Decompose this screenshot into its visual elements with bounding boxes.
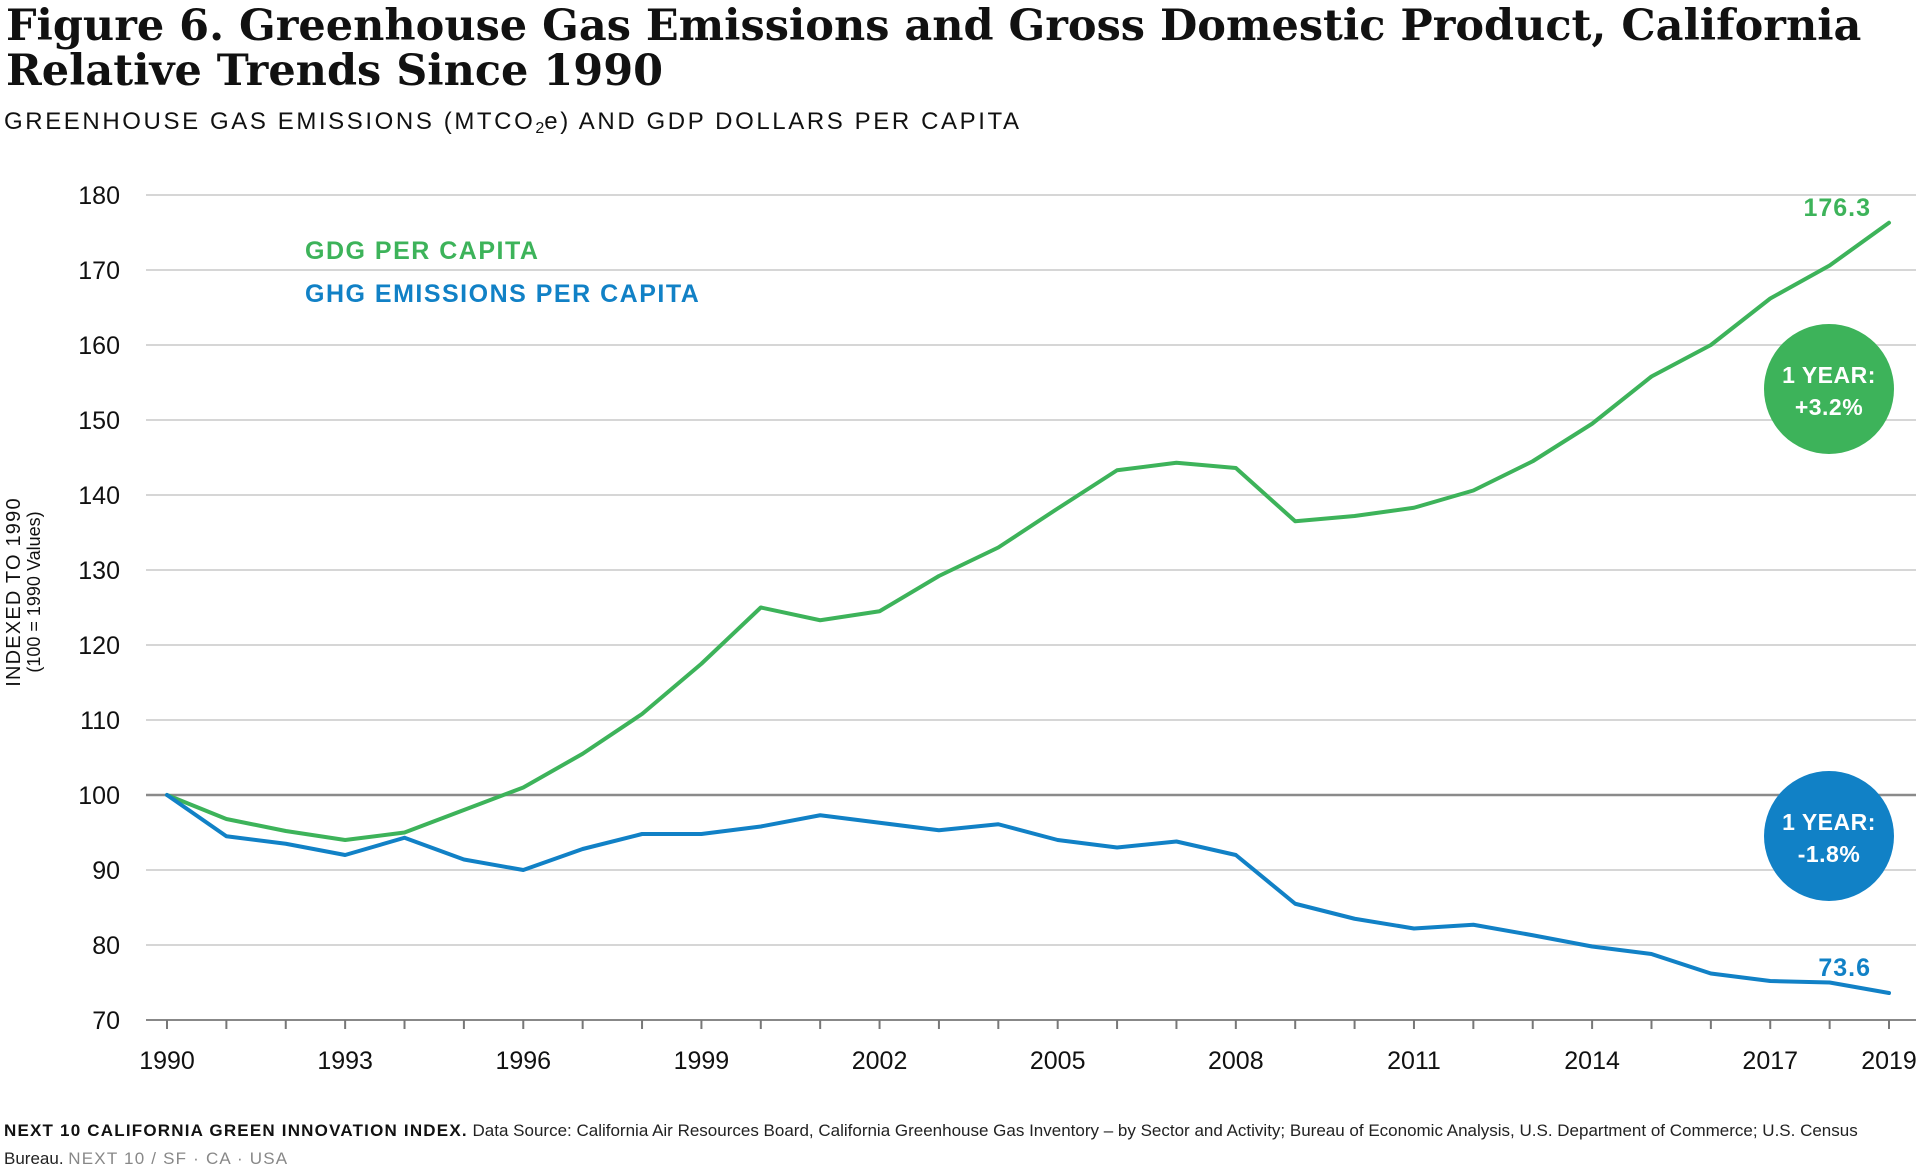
subtitle-text-end: e) AND GDP DOLLARS PER CAPITA — [544, 108, 1022, 135]
y-tick-label: 180 — [78, 182, 120, 210]
y-axis-title-main: INDEXED TO 1990 — [3, 497, 25, 687]
one-year-change-badge: 1 YEAR: +3.2% — [1764, 324, 1894, 454]
y-tick-label: 100 — [78, 782, 120, 810]
x-tick-label: 2002 — [852, 1047, 908, 1075]
chart-subtitle: GREENHOUSE GAS EMISSIONS (MTCO2e) AND GD… — [4, 108, 1022, 138]
y-tick-label: 150 — [78, 407, 120, 435]
x-tick-label: 1990 — [139, 1047, 195, 1075]
footer-source: Data Source: California Air Resources Bo… — [4, 1121, 1858, 1168]
badge-circle — [1764, 324, 1894, 454]
legend-entry: GHG EMISSIONS PER CAPITA — [305, 280, 700, 308]
legend-entry: GDG PER CAPITA — [305, 237, 539, 265]
series-lines — [165, 220, 1891, 995]
badge-label: 1 YEAR: — [1782, 809, 1876, 835]
y-tick-label: 80 — [92, 932, 120, 960]
x-tick-label: 2014 — [1564, 1047, 1620, 1075]
y-tick-label: 110 — [80, 707, 120, 735]
badge-circle — [1764, 771, 1894, 901]
y-axis-label: INDEXED TO 1990 (100 = 1990 Values) — [3, 497, 44, 687]
y-axis-title-sub: (100 = 1990 Values) — [24, 511, 44, 672]
chart-title: Figure 6. Greenhouse Gas Emissions and G… — [6, 1, 1862, 96]
y-tick-label: 90 — [92, 857, 120, 885]
x-tick-label: 2019 — [1861, 1047, 1917, 1075]
legend: GDG PER CAPITA GHG EMISSIONS PER CAPITA — [305, 237, 700, 308]
x-tick-label: 2008 — [1208, 1047, 1264, 1075]
x-tick-label: 1996 — [495, 1047, 551, 1075]
badge-value: +3.2% — [1795, 394, 1863, 420]
x-tick-label: 2017 — [1742, 1047, 1798, 1075]
y-axis-title: INDEXED TO 1990 (100 = 1990 Values) — [3, 497, 44, 687]
y-tick-label: 140 — [78, 482, 120, 510]
y-tick-label: 170 — [78, 257, 120, 285]
x-tick-label: 2011 — [1387, 1047, 1441, 1075]
y-tick-label: 120 — [78, 632, 120, 660]
x-axis: 1990 1993 1996 1999 2002 2005 2008 2011 2014 2017… — [139, 1019, 1917, 1075]
x-tick-label: 1999 — [674, 1047, 730, 1075]
one-year-change-badge: 1 YEAR: -1.8% — [1764, 771, 1894, 901]
end-value-label: 73.6 — [1818, 954, 1871, 982]
badge-value: -1.8% — [1798, 841, 1861, 867]
series-line-gdp-per-capita — [165, 220, 1891, 842]
x-tick-label: 1993 — [317, 1047, 373, 1075]
gridlines — [146, 194, 1916, 1021]
y-tick-label: 70 — [92, 1007, 120, 1035]
footer-brand: NEXT 10 / SF · CA · USA — [68, 1149, 289, 1168]
badge-label: 1 YEAR: — [1782, 362, 1876, 388]
footer-org: NEXT 10 CALIFORNIA GREEN INNOVATION INDE… — [4, 1121, 468, 1140]
y-tick-label: 130 — [78, 557, 120, 585]
annotations: 176.3 73.6 1 YEAR: +3.2% 1 YEAR: -1.8% — [1764, 194, 1894, 982]
subtitle-subscript: 2 — [535, 120, 545, 137]
y-tick-label: 160 — [78, 332, 120, 360]
y-axis-ticks: 70 80 90 100 110 120 130 140 150 160 170 180 — [78, 182, 120, 1035]
end-value-label: 176.3 — [1803, 194, 1871, 222]
series-line-ghg-emissions-per-capita — [165, 793, 1891, 995]
x-tick-label: 2005 — [1030, 1047, 1086, 1075]
subtitle-text-start: GREENHOUSE GAS EMISSIONS (MTCO — [4, 108, 536, 135]
chart-footer: NEXT 10 CALIFORNIA GREEN INNOVATION INDE… — [4, 1117, 1904, 1173]
